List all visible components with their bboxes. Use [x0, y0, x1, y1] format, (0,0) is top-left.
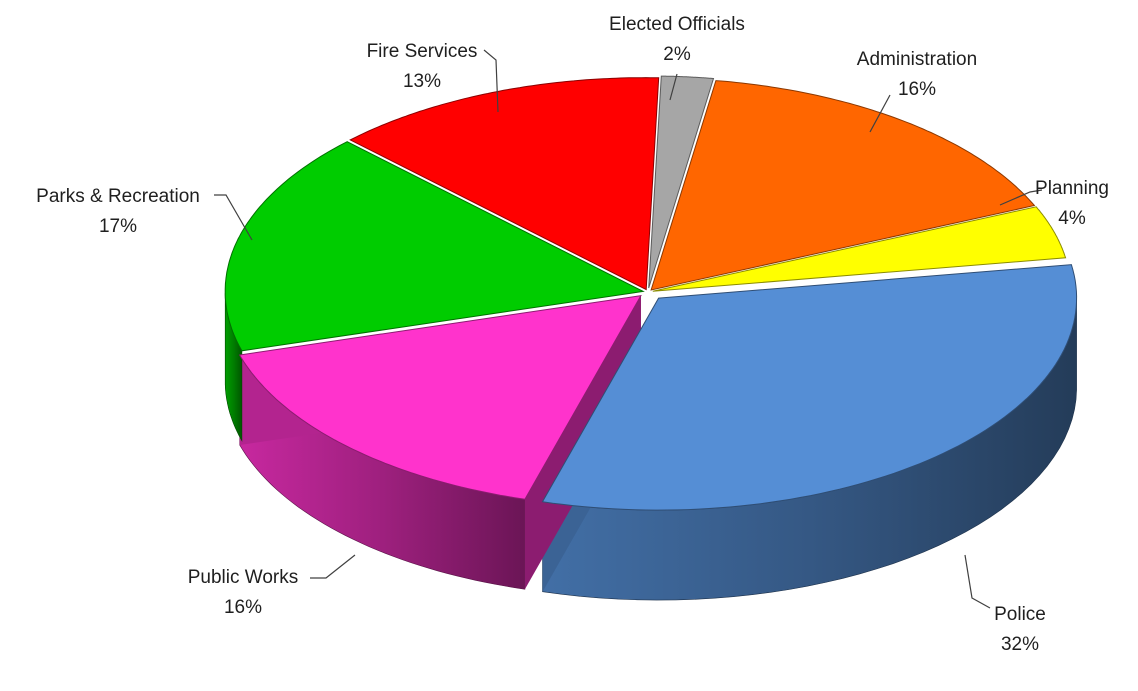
leader-line-police: [964, 554, 991, 609]
leader-line-administration: [869, 94, 891, 133]
slice-label-police: Police: [994, 604, 1046, 625]
slice-value-police: 32%: [1001, 634, 1039, 655]
slice-elected-officials: [648, 75, 715, 289]
slice-planning: [652, 206, 1067, 292]
slice-public-works: [238, 294, 642, 500]
slice-fire-services: [349, 77, 660, 291]
leader-line-planning: [999, 189, 1043, 206]
slice-label-parks-and-recreation: Parks & Recreation: [36, 186, 200, 207]
slice-value-administration: 16%: [898, 79, 936, 100]
slice-label-elected-officials: Elected Officials: [609, 14, 745, 35]
slice-value-fire-services: 13%: [403, 71, 441, 92]
slice-police: [541, 264, 1078, 511]
slice-value-public-works: 16%: [224, 597, 262, 618]
slice-label-public-works: Public Works: [188, 567, 299, 588]
slice-label-planning: Planning: [1035, 178, 1109, 199]
slice-label-fire-services: Fire Services: [367, 41, 478, 62]
slice-value-planning: 4%: [1058, 208, 1086, 229]
leader-line-fire-services: [483, 49, 499, 113]
leader-line-elected-officials: [669, 73, 678, 101]
leader-line-public-works: [310, 554, 356, 579]
slice-parks-and-recreation: [224, 141, 645, 352]
slice-administration: [650, 80, 1036, 291]
slice-label-administration: Administration: [857, 49, 977, 70]
slice-value-elected-officials: 2%: [663, 44, 691, 65]
slice-value-parks-and-recreation: 17%: [99, 216, 137, 237]
leader-line-parks-and-recreation: [214, 194, 253, 241]
